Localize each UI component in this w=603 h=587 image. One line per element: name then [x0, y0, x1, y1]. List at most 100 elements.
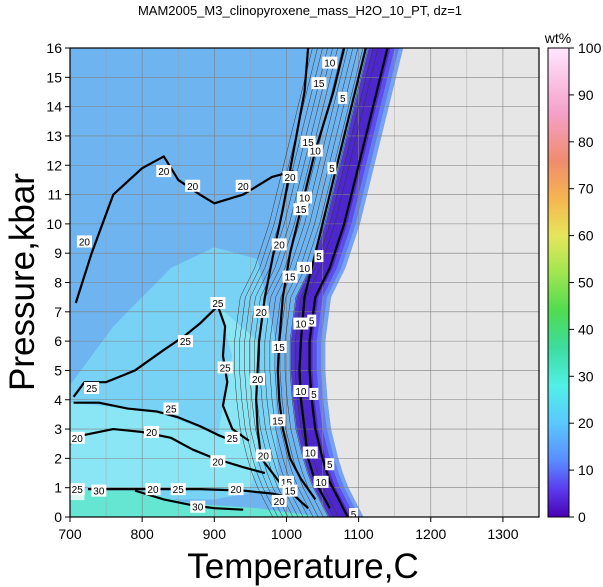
- thin-isopleth: [259, 48, 338, 517]
- contour-label-bg: [282, 170, 298, 183]
- y-tick-label: 3: [54, 421, 62, 437]
- contour-label-text: 5: [351, 510, 357, 521]
- contour-label-bg: [327, 162, 337, 175]
- contour-label-text: 15: [313, 79, 325, 90]
- contour-label-text: 10: [295, 320, 307, 331]
- y-tick-label: 14: [46, 99, 62, 115]
- contour-label-text: 25: [165, 405, 177, 416]
- x-tick-label: 1100: [344, 526, 374, 542]
- contour-label-bg: [297, 191, 312, 204]
- colorbar-tick-label: 0: [578, 509, 586, 525]
- contour-label: 20: [250, 373, 266, 386]
- y-tick-label: 16: [46, 40, 62, 56]
- y-tick-label: 12: [46, 157, 62, 173]
- contour-label: 5: [314, 250, 324, 263]
- colorbar-tick-label: 50: [578, 275, 594, 291]
- y-tick-label: 8: [54, 275, 62, 291]
- contour-label: 25: [217, 361, 233, 375]
- contour-label-bg: [185, 179, 201, 192]
- contour-label-bg: [311, 77, 327, 90]
- contour-label: 20: [70, 431, 85, 445]
- contour-label-text: 20: [72, 434, 84, 445]
- colorbar-tick-label: 40: [578, 321, 594, 337]
- contour-label-bg: [271, 494, 287, 507]
- contour-label-bg: [76, 235, 92, 248]
- contour-label-text: 10: [295, 387, 307, 398]
- contour-label: 20: [185, 179, 201, 193]
- x-axis-label: Temperature,C: [187, 547, 418, 586]
- contour-label-bg: [144, 425, 160, 438]
- contour-label: 25: [224, 431, 240, 445]
- x-tick-label: 800: [130, 526, 154, 542]
- contour-label-text: 25: [180, 337, 192, 348]
- chart-title: MAM2005_M3_clinopyroxene_mass_H2O_10_PT,…: [138, 3, 462, 18]
- contour-label-text: 20: [147, 485, 159, 496]
- contour-label-text: 15: [274, 343, 286, 354]
- plot-area: 5555555101010101010101015151515151515152…: [70, 48, 539, 521]
- contour-label-text: 20: [252, 375, 264, 386]
- contour-label: 20: [76, 235, 92, 248]
- contour-label-bg: [70, 483, 85, 496]
- contour-label-bg: [313, 475, 329, 488]
- contour-label-bg: [224, 431, 240, 444]
- contour-label-bg: [314, 250, 324, 263]
- contour-label-bg: [293, 384, 309, 397]
- contour-label-text: 15: [281, 478, 293, 489]
- contour-label-text: 10: [316, 478, 328, 489]
- contour-label-bg: [282, 484, 298, 497]
- y-tick-label: 6: [54, 333, 62, 349]
- contour-label: 10: [293, 317, 309, 331]
- contour-label-text: 5: [309, 317, 315, 328]
- contour-label-text: 15: [303, 138, 315, 149]
- contour-label: 15: [300, 135, 316, 149]
- contour-label-bg: [253, 305, 269, 318]
- contour-label: 25: [84, 382, 100, 395]
- y-tick-label: 1: [54, 480, 62, 496]
- contour-label-text: 20: [285, 173, 297, 184]
- x-tick-label: 1300: [487, 526, 518, 542]
- colorbar-gradient: [547, 47, 570, 518]
- contour-label-bg: [270, 414, 286, 427]
- colorbar-tick-label: 10: [578, 462, 594, 478]
- contour-label-bg: [325, 458, 335, 471]
- contour-label-text: 10: [324, 59, 336, 70]
- isopleth-20: [88, 488, 287, 498]
- contour-label-bg: [217, 361, 233, 374]
- y-tick-label: 7: [54, 304, 62, 320]
- contour-label-text: 30: [192, 503, 204, 514]
- colorbar-ticks: 0 10 20 30 40 50 60 70 80 90 100: [569, 40, 602, 525]
- colorbar-tick-label: 70: [578, 181, 594, 197]
- contour-label-text: 5: [329, 164, 335, 175]
- contour-label-text: 15: [285, 273, 297, 284]
- contour-label-bg: [210, 455, 226, 468]
- contour-label: 10: [313, 475, 329, 489]
- contour-label: 25: [177, 335, 193, 348]
- y-tick-label: 4: [54, 392, 62, 408]
- contour-label-bg: [177, 335, 193, 348]
- colorbar-tick-label: 20: [578, 415, 594, 431]
- contour-label: 20: [210, 455, 226, 468]
- contour-label-bg: [302, 446, 318, 459]
- thin-isopleth: [244, 48, 323, 517]
- contour-label-bg: [255, 449, 271, 462]
- contour-label-text: 25: [72, 485, 84, 496]
- contour-label-text: 20: [256, 308, 268, 319]
- contour-label-text: 20: [79, 237, 91, 248]
- contour-label-bg: [235, 179, 251, 192]
- y-axis-label: Pressure,kbar: [3, 173, 42, 391]
- x-tick-label: 700: [58, 526, 82, 542]
- contour-label-bg: [70, 431, 85, 444]
- contour-label: 20: [235, 179, 251, 193]
- contour-label: 15: [271, 340, 287, 354]
- y-tick-label: 9: [54, 245, 62, 261]
- contour-label: 25: [163, 402, 179, 416]
- contour-label-text: 20: [238, 182, 250, 193]
- contour-label: 5: [325, 458, 335, 471]
- contour-label-text: 20: [258, 451, 270, 462]
- contour-label-text: 25: [227, 434, 239, 445]
- colorbar-tick-label: 80: [578, 134, 594, 150]
- y-tick-label: 10: [46, 216, 62, 232]
- contour-label-bg: [228, 483, 244, 496]
- contour-label-text: 5: [340, 94, 346, 105]
- contour-label: 10: [293, 384, 309, 398]
